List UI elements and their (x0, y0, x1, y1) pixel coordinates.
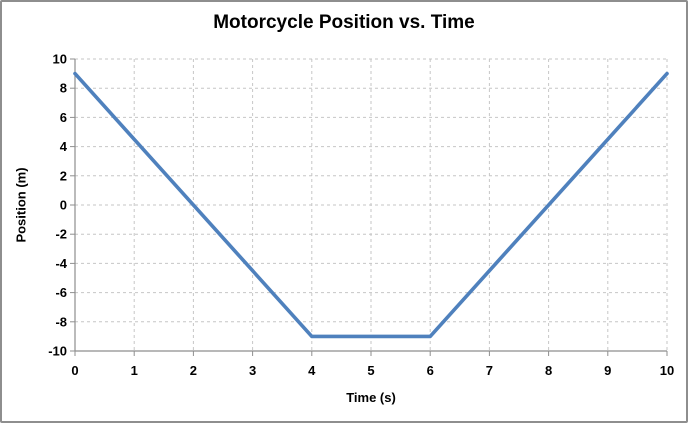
y-axis-title: Position (m) (13, 167, 29, 243)
chart-title: Motorcycle Position vs. Time (213, 12, 475, 33)
x-tick-label: 0 (71, 363, 78, 378)
y-tick-label: 10 (53, 52, 67, 67)
y-tick-label: 6 (60, 110, 67, 125)
x-tick-label: 5 (367, 363, 374, 378)
series-line (73, 71, 669, 339)
x-tick-label: 7 (486, 363, 493, 378)
x-tick-label: 1 (131, 363, 138, 378)
y-tick-label: 4 (60, 139, 68, 154)
y-tick-label: -4 (55, 256, 67, 271)
y-tick-label: 0 (60, 198, 67, 213)
x-tick-label: 10 (660, 363, 674, 378)
x-axis-title: Time (s) (346, 390, 396, 405)
y-tick-label: -6 (55, 285, 67, 300)
y-tick-label: -8 (55, 314, 67, 329)
y-tick-label: 2 (60, 168, 67, 183)
y-tick-label: -2 (55, 227, 67, 242)
x-tick-label: 3 (249, 363, 256, 378)
x-tick-label: 9 (604, 363, 611, 378)
x-tick-label: 8 (545, 363, 552, 378)
y-tick-label: -10 (48, 344, 67, 359)
x-tick-label: 6 (427, 363, 434, 378)
y-tick-label: 8 (60, 81, 67, 96)
x-tick-label: 2 (190, 363, 197, 378)
x-tick-label: 4 (308, 363, 316, 378)
